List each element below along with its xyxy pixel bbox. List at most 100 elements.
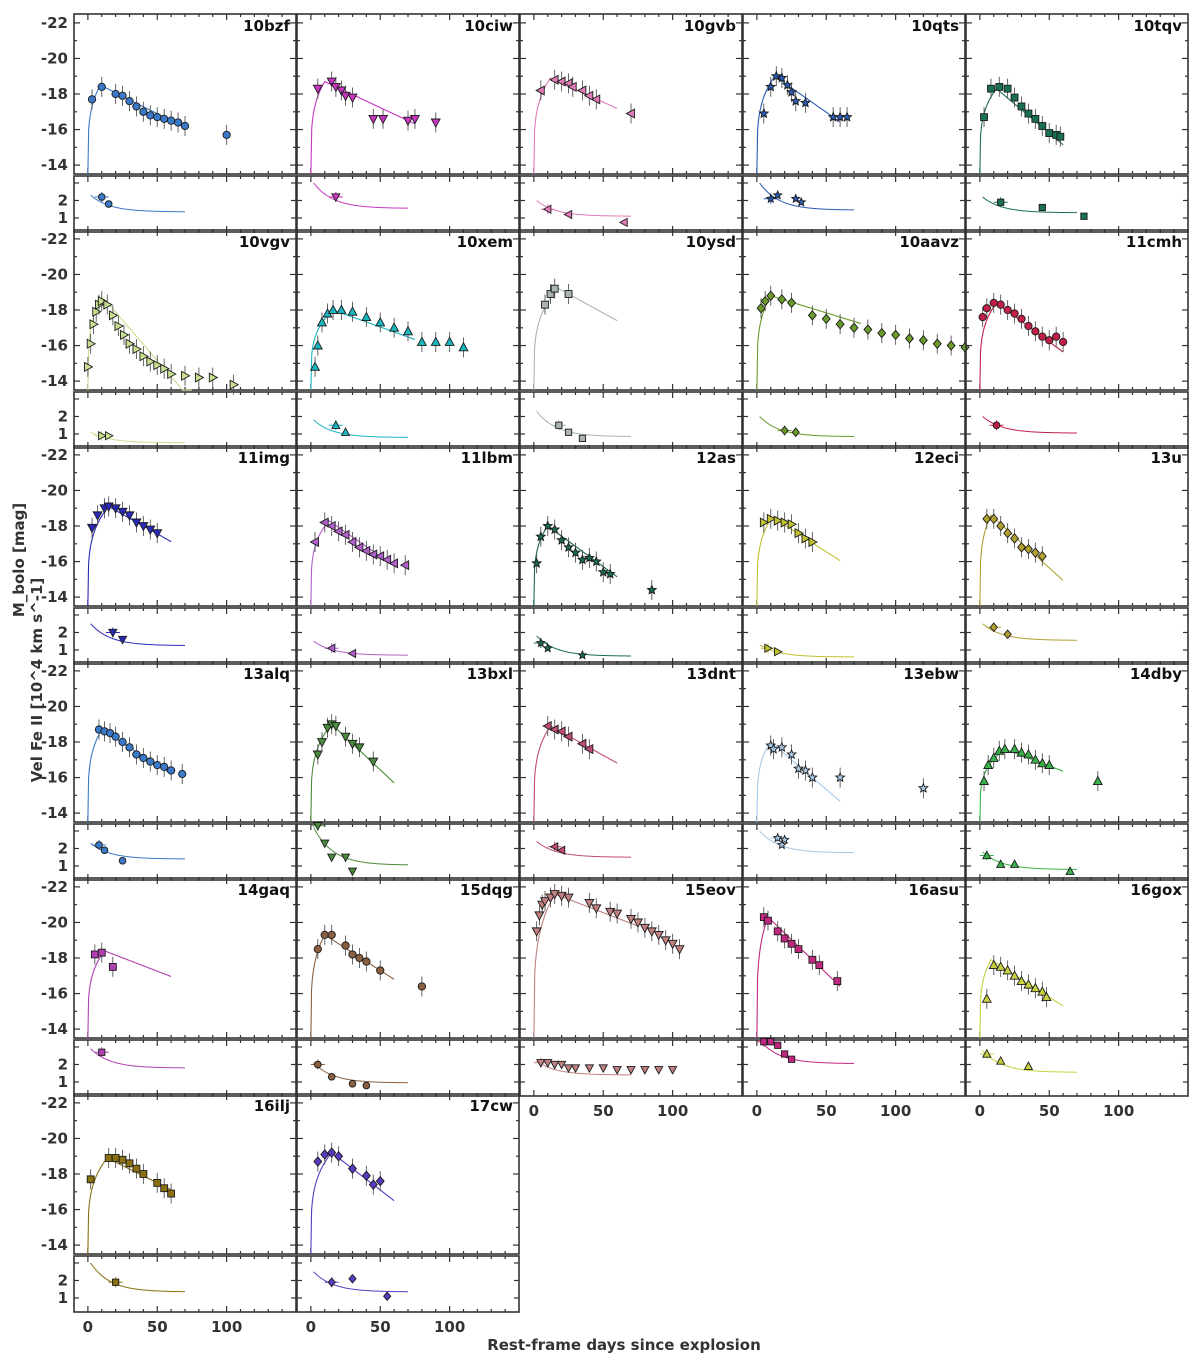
- panel-16ilj: -22 -20 -18 -16 -14 210 50 100 16ilj: [41, 1093, 297, 1336]
- magnitude-point: [167, 368, 177, 380]
- magnitude-point: [777, 294, 787, 305]
- velocity-point: [654, 1066, 664, 1075]
- velocity-point: [626, 1066, 636, 1075]
- y-tick-label: 2: [58, 192, 68, 210]
- magnitude-point: [841, 111, 853, 122]
- magnitude-point: [891, 329, 901, 341]
- magnitude-point: [340, 529, 350, 541]
- magnitude-point: [1045, 129, 1054, 138]
- magnitude-point: [799, 764, 811, 776]
- velocity-point: [326, 643, 336, 653]
- x-tick-label: 100: [657, 1102, 688, 1120]
- magnitude-point: [807, 310, 817, 321]
- magnitude-point: [639, 923, 651, 934]
- panel-16asu: 0 50 100 16asu: [742, 877, 966, 1120]
- magnitude-point: [153, 1178, 162, 1187]
- velocity-axes-frame: [742, 175, 966, 233]
- velocity-point: [787, 1055, 796, 1063]
- magnitude-point: [780, 517, 791, 528]
- magnitude-axes-frame: [519, 13, 743, 175]
- y-tick-label: -18: [41, 949, 68, 967]
- velocity-point: [776, 839, 787, 850]
- magnitude-point: [1016, 975, 1027, 986]
- model-light-curve: [310, 80, 416, 175]
- magnitude-point: [368, 114, 379, 125]
- magnitude-point: [319, 517, 329, 528]
- velocity-point: [1080, 212, 1088, 220]
- velocity-point: [98, 1048, 106, 1056]
- panel-10vgv: -22 -20 -18 -16 -14 21 10vgv: [41, 229, 297, 449]
- magnitude-point: [86, 338, 97, 349]
- magnitude-axes-frame: [73, 13, 297, 175]
- velocity-point: [992, 421, 1001, 430]
- y-tick-label: -20: [41, 481, 68, 499]
- velocity-point: [340, 853, 351, 863]
- panel-title: 10tqv: [1133, 17, 1182, 35]
- magnitude-point: [1009, 970, 1020, 980]
- magnitude-point: [764, 916, 772, 925]
- y-tick-label: -14: [41, 588, 68, 606]
- velocity-axes-frame: [742, 391, 966, 449]
- magnitude-point: [766, 513, 777, 525]
- panel-title: 10ciw: [464, 17, 513, 35]
- velocity-point: [549, 842, 559, 852]
- magnitude-point: [376, 966, 385, 975]
- magnitude-point: [368, 757, 379, 768]
- velocity-axes-frame: [965, 391, 1189, 449]
- velocity-fit-curve: [759, 644, 854, 658]
- magnitude-point: [333, 526, 343, 537]
- panel-title: 14gaq: [238, 881, 290, 899]
- velocity-point: [982, 850, 992, 860]
- y-tick-label: -20: [41, 49, 68, 67]
- magnitude-point: [87, 95, 97, 104]
- velocity-point: [340, 427, 351, 436]
- magnitude-axes-frame: [296, 1093, 520, 1255]
- ticks: [966, 662, 1188, 880]
- velocity-point: [780, 425, 789, 436]
- magnitude-point: [118, 91, 127, 100]
- magnitude-point: [153, 112, 162, 122]
- magnitude-point: [375, 1175, 385, 1187]
- x-axis-label: Rest-frame days since explosion: [487, 1336, 761, 1354]
- magnitude-point: [388, 558, 399, 569]
- panel-title: 12eci: [914, 449, 959, 467]
- panel-title: 16asu: [908, 881, 959, 899]
- magnitude-axes-frame: [519, 229, 743, 391]
- velocity-fit-curve: [536, 841, 632, 858]
- magnitude-point: [1016, 542, 1027, 553]
- magnitude-point: [1003, 527, 1013, 539]
- magnitude-axes-frame: [296, 13, 520, 175]
- panel-11lbm: 11lbm: [296, 445, 520, 665]
- model-light-curve: [533, 725, 618, 823]
- magnitude-point: [108, 310, 119, 321]
- panel-11cmh: 11cmh: [965, 229, 1189, 449]
- magnitude-point: [978, 312, 987, 322]
- y-tick-label: 1: [58, 641, 68, 659]
- y-tick-label: -18: [41, 517, 68, 535]
- magnitude-point: [946, 340, 956, 351]
- magnitude-point: [674, 945, 685, 955]
- magnitude-point: [173, 118, 183, 127]
- velocity-point: [104, 200, 113, 208]
- y-axis-label-velocity: Vel Fe II [10^4 km s^-1]: [28, 578, 46, 783]
- velocity-point: [331, 420, 341, 429]
- velocity-axes-frame: [519, 823, 743, 881]
- magnitude-point: [125, 338, 136, 349]
- magnitude-point: [320, 1149, 330, 1160]
- model-light-curve: [756, 916, 841, 1039]
- magnitude-point: [625, 914, 637, 925]
- y-tick-label: -22: [41, 1094, 68, 1112]
- velocity-fit-curve: [313, 419, 408, 438]
- velocity-fit-curve: [982, 623, 1078, 641]
- magnitude-point: [1031, 114, 1040, 123]
- magnitude-point: [181, 370, 191, 381]
- magnitude-point: [1002, 964, 1013, 975]
- magnitude-point: [564, 290, 573, 298]
- magnitude-point: [316, 738, 328, 748]
- y-tick-label: -14: [41, 156, 68, 174]
- model-light-curve: [756, 295, 862, 391]
- magnitude-point: [152, 529, 163, 539]
- magnitude-point: [793, 762, 804, 774]
- magnitude-point: [995, 961, 1006, 971]
- ticks: [520, 230, 742, 448]
